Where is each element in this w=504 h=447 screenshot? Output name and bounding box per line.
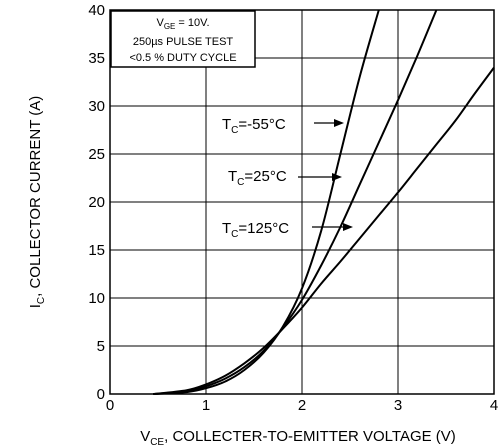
x-tick-label: 4: [490, 397, 498, 414]
x-tick-label: 0: [106, 397, 114, 414]
arrowhead-125: [343, 223, 353, 231]
plot-frame: [109, 9, 495, 395]
conditions-line-1: VGE = 10V.: [156, 17, 209, 31]
curve-label-25: TC=25°C: [228, 168, 287, 188]
conditions-box: VGE = 10V. 250µs PULSE TEST <0.5 % DUTY …: [110, 10, 256, 68]
curves: [153, 9, 495, 395]
x-tick-label: 1: [202, 397, 210, 414]
y-tick-label: 25: [88, 146, 105, 163]
x-tick-label: 3: [394, 397, 402, 414]
y-tick-label: 30: [88, 98, 105, 115]
x-axis-title: VCE, COLLECTER-TO-EMITTER VOLTAGE (V): [140, 428, 456, 447]
curve-label-neg55: TC=-55°C: [222, 116, 286, 136]
conditions-line-3: <0.5 % DUTY CYCLE: [129, 52, 236, 64]
curve-tc-25: [153, 9, 438, 395]
conditions-line-2: 250µs PULSE TEST: [133, 36, 234, 48]
y-tick-label: 20: [88, 194, 105, 211]
conditions-box-border: [110, 10, 256, 68]
y-tick-label: 5: [97, 338, 105, 355]
y-axis-title: IC, COLLECTOR CURRENT (A): [27, 96, 47, 309]
curve-label-group-neg55: TC=-55°C: [222, 116, 344, 136]
curve-tc-125: [153, 67, 495, 395]
y-tick-label: 15: [88, 242, 105, 259]
y-tick-label: 0: [97, 386, 105, 403]
curve-label-group-125: TC=125°C: [222, 220, 353, 240]
curve-label-group-25: TC=25°C: [228, 168, 342, 188]
y-tick-label: 40: [88, 2, 105, 19]
arrowhead-25: [332, 173, 342, 181]
arrowhead-neg55: [334, 119, 344, 127]
x-tick-label: 2: [298, 397, 306, 414]
curve-label-125: TC=125°C: [222, 220, 289, 240]
y-tick-label: 10: [88, 290, 105, 307]
y-tick-label: 35: [88, 50, 105, 67]
